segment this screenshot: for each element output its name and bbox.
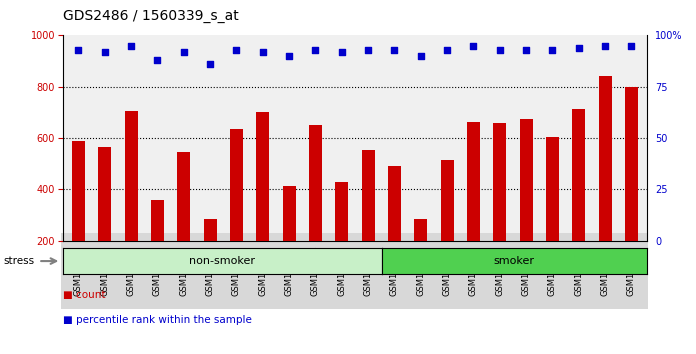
Point [494, 47, 505, 53]
Point [599, 43, 610, 48]
Bar [441, 160, 454, 292]
Bar [283, 185, 296, 292]
Bar [572, 109, 585, 292]
Point [310, 47, 321, 53]
Bar [467, 122, 480, 292]
Point [336, 49, 347, 55]
Bar [151, 200, 164, 292]
Bar [414, 219, 427, 292]
Text: stress: stress [3, 256, 35, 266]
Point [125, 43, 136, 48]
Point [258, 49, 269, 55]
Point [73, 47, 84, 53]
Point [283, 53, 294, 59]
Bar [256, 112, 269, 292]
Text: ■ count: ■ count [63, 290, 105, 300]
Bar [599, 76, 612, 292]
Point [178, 49, 189, 55]
Bar [625, 87, 638, 292]
Point [468, 43, 479, 48]
Text: GDS2486 / 1560339_s_at: GDS2486 / 1560339_s_at [63, 9, 239, 23]
Point [363, 47, 374, 53]
Point [574, 45, 585, 51]
Point [416, 53, 427, 59]
Point [100, 49, 111, 55]
Point [547, 47, 558, 53]
Point [231, 47, 242, 53]
Bar [546, 137, 559, 292]
Text: non-smoker: non-smoker [189, 256, 255, 266]
Point [626, 43, 637, 48]
Bar [388, 166, 401, 292]
Bar [361, 150, 374, 292]
Point [441, 47, 452, 53]
Bar [335, 182, 349, 292]
Text: smoker: smoker [494, 256, 535, 266]
Point [389, 47, 400, 53]
Point [205, 61, 216, 67]
Bar [125, 111, 138, 292]
Bar [309, 125, 322, 292]
Bar [203, 219, 216, 292]
Point [152, 57, 163, 63]
Bar [519, 119, 532, 292]
Bar [177, 152, 191, 292]
Bar [493, 123, 507, 292]
Point [521, 47, 532, 53]
Text: ■ percentile rank within the sample: ■ percentile rank within the sample [63, 315, 251, 325]
Bar [72, 141, 85, 292]
Bar [230, 129, 243, 292]
Bar [98, 147, 111, 292]
